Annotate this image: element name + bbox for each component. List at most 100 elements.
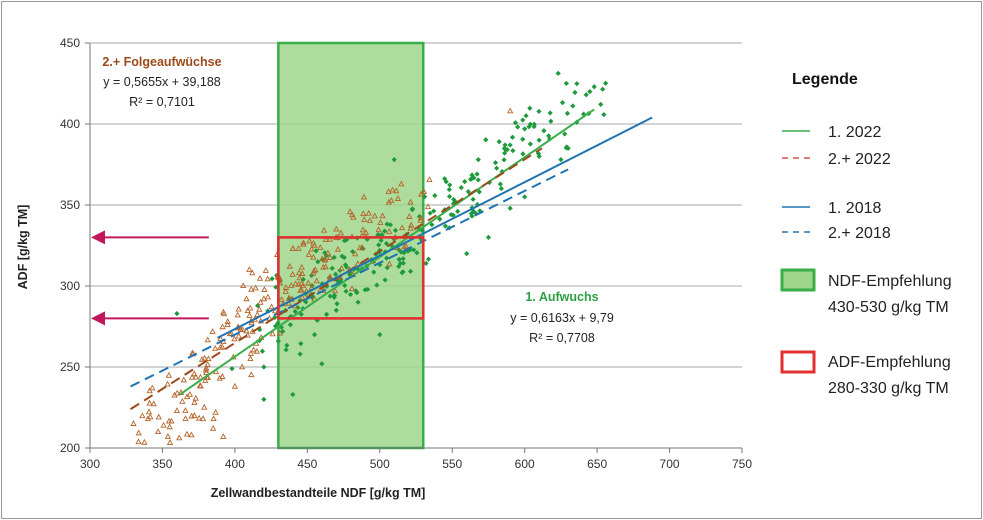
point-folge-71 (247, 304, 254, 311)
point-aufwuchs-195 (520, 117, 526, 123)
point-aufwuchs-85 (396, 263, 402, 269)
point-aufwuchs-164 (477, 208, 483, 214)
point-aufwuchs-205 (527, 121, 534, 127)
point-folge-138 (286, 294, 293, 301)
trend-line-2 (217, 116, 653, 339)
point-folge-238 (249, 269, 256, 276)
x-tick-label-300: 300 (80, 457, 100, 471)
point-folge-127 (295, 245, 302, 251)
point-aufwuchs-172 (469, 172, 475, 178)
point-aufwuchs-146 (443, 179, 449, 185)
trend-line-3 (130, 168, 569, 388)
point-aufwuchs-111 (371, 269, 377, 275)
point-folge-11 (164, 433, 172, 439)
point-folge-204 (385, 198, 392, 205)
point-aufwuchs-204 (562, 131, 568, 137)
point-aufwuchs-91 (400, 256, 406, 262)
adf-region (277, 236, 425, 320)
point-folge-39 (212, 408, 219, 415)
annotation-folge-eq: y = 0,5655x + 39,188 (103, 75, 221, 89)
point-folge-223 (398, 224, 406, 231)
point-folge-161 (348, 285, 356, 292)
point-folge-195 (349, 211, 356, 218)
point-folge-230 (191, 412, 198, 418)
point-folge-148 (310, 253, 317, 260)
point-aufwuchs-110 (411, 247, 417, 253)
point-folge-95 (269, 330, 276, 337)
point-aufwuchs-128 (442, 223, 448, 229)
point-folge-149 (300, 239, 307, 246)
point-aufwuchs-21 (269, 276, 275, 282)
point-aufwuchs-190 (541, 128, 547, 134)
point-aufwuchs-222 (555, 70, 561, 76)
point-aufwuchs-213 (600, 86, 606, 92)
point-aufwuchs-24 (295, 305, 301, 311)
point-aufwuchs-125 (392, 227, 399, 233)
arrows-layer (91, 230, 209, 326)
legend: Legende 1. 2022 2.+ 2022 1. 2018 2.+ 201… (780, 71, 952, 397)
point-folge-170 (322, 263, 329, 270)
point-aufwuchs-206 (548, 118, 554, 124)
point-folge-18 (183, 430, 191, 437)
point-aufwuchs-237 (485, 234, 492, 240)
point-folge-13 (139, 412, 146, 419)
point-folge-221 (407, 198, 414, 205)
point-folge-6 (166, 439, 174, 445)
axes: 200 250 300 350 400 450 300 350 400 450 500 550 600 6… (60, 36, 752, 471)
point-folge-32 (180, 376, 187, 383)
point-aufwuchs-176 (497, 181, 503, 187)
point-folge-7 (135, 429, 142, 436)
point-folge-209 (360, 193, 368, 200)
point-folge-28 (210, 415, 217, 421)
point-aufwuchs-133 (419, 237, 425, 243)
point-folge-78 (250, 346, 257, 353)
point-folge-222 (424, 203, 432, 210)
point-aufwuchs-35 (323, 311, 330, 317)
point-aufwuchs-121 (423, 260, 429, 266)
point-folge-103 (248, 285, 255, 292)
point-folge-214 (398, 180, 405, 187)
point-aufwuchs-76 (347, 269, 353, 276)
point-folge-0 (146, 387, 153, 394)
point-folge-157 (306, 237, 313, 244)
point-aufwuchs-165 (451, 196, 457, 203)
point-folge-233 (220, 433, 227, 439)
point-folge-231 (199, 415, 207, 422)
y-tick-label-450: 450 (60, 36, 80, 50)
point-aufwuchs-99 (400, 269, 406, 275)
point-folge-126 (296, 274, 303, 281)
point-folge-12 (147, 413, 154, 420)
point-folge-243 (333, 225, 340, 232)
point-folge-88 (248, 319, 255, 326)
point-aufwuchs-0 (275, 320, 281, 326)
point-folge-113 (289, 270, 296, 277)
point-aufwuchs-94 (377, 262, 383, 268)
point-folge-27 (164, 380, 171, 387)
point-aufwuchs-57 (327, 293, 333, 299)
point-folge-100 (268, 303, 275, 310)
point-folge-181 (322, 236, 329, 242)
point-folge-17 (192, 394, 199, 401)
point-folge-224 (130, 420, 137, 426)
point-aufwuchs-126 (446, 193, 453, 200)
point-folge-208 (401, 243, 408, 250)
point-aufwuchs-37 (329, 265, 335, 271)
point-folge-9 (135, 438, 142, 445)
x-tick-label-350: 350 (152, 457, 172, 471)
point-folge-20 (174, 389, 181, 396)
point-aufwuchs-158 (458, 184, 464, 191)
point-folge-66 (248, 371, 255, 378)
point-folge-179 (326, 254, 334, 260)
point-folge-137 (299, 270, 306, 276)
point-folge-121 (262, 267, 270, 273)
point-folge-4 (141, 438, 148, 445)
point-aufwuchs-231 (377, 332, 383, 338)
point-folge-65 (235, 332, 242, 339)
point-folge-154 (334, 245, 342, 252)
point-aufwuchs-139 (419, 227, 425, 233)
point-aufwuchs-210 (602, 80, 609, 86)
point-folge-227 (166, 423, 173, 430)
point-folge-145 (288, 282, 295, 288)
